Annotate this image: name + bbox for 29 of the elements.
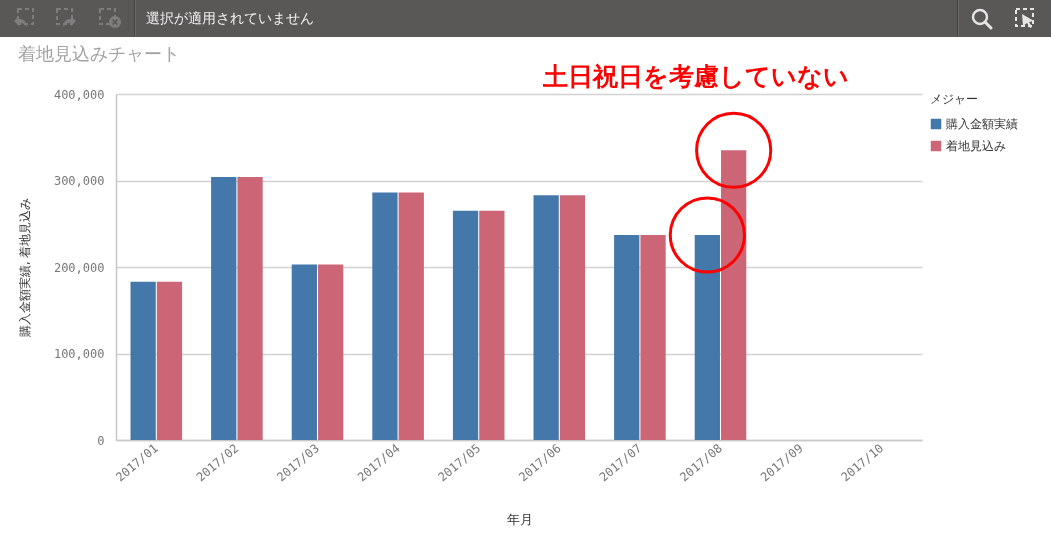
chart-title: 着地見込みチャート xyxy=(18,43,180,64)
bar xyxy=(318,264,344,440)
bar xyxy=(211,177,237,440)
y-tick-label: 0 xyxy=(97,433,105,448)
y-tick-label: 100,000 xyxy=(53,347,105,361)
bar xyxy=(533,195,559,440)
bar xyxy=(614,235,640,440)
bar xyxy=(640,235,666,440)
bar xyxy=(721,150,747,440)
bar xyxy=(694,235,720,440)
legend-title: メジャー xyxy=(930,92,978,106)
bar xyxy=(559,195,586,440)
y-tick-label: 400,000 xyxy=(53,87,105,102)
bar xyxy=(452,210,479,440)
bar xyxy=(398,192,424,440)
text: 選択が適用されていません xyxy=(146,9,314,28)
y-axis-title: 購入金額実績, 着地見込み xyxy=(17,197,32,338)
legend-label: 着地見込み xyxy=(946,139,1006,153)
bar xyxy=(237,177,263,440)
bar xyxy=(156,281,183,440)
y-tick-label: 300,000 xyxy=(53,174,105,188)
legend-label: 購入金額実績 xyxy=(946,117,1018,131)
bar xyxy=(130,281,156,440)
y-tick-label: 200,000 xyxy=(53,260,105,275)
bar xyxy=(372,192,398,440)
bar xyxy=(479,210,505,440)
bar xyxy=(291,264,317,440)
x-axis-title: 年月 xyxy=(506,511,533,527)
text: 土日祝日を考慮していない xyxy=(542,62,850,92)
